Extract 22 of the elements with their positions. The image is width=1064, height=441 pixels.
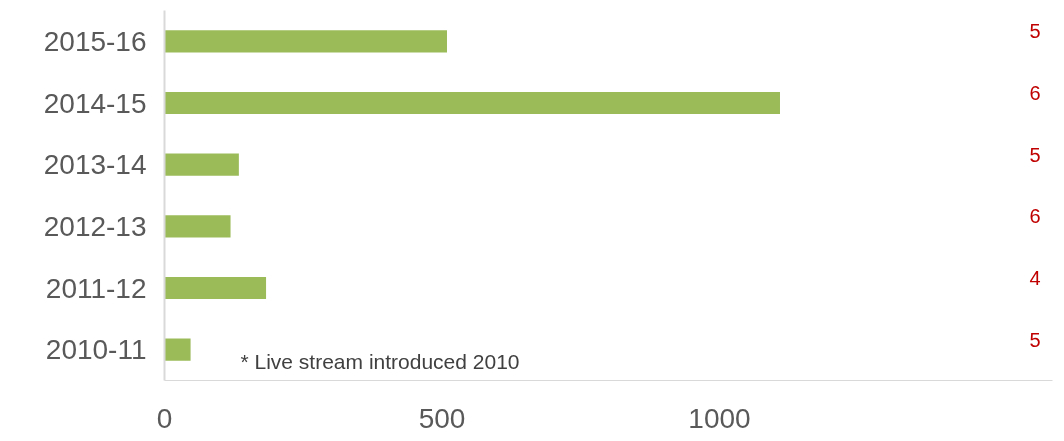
bar — [164, 30, 447, 53]
annotation: 5 — [1029, 143, 1041, 166]
x-tick-label: 500 — [418, 402, 466, 434]
y-tick-label: 2011-12 — [45, 272, 147, 304]
y-tick-label: 2013-14 — [43, 149, 147, 181]
bar — [164, 153, 239, 176]
bar — [164, 276, 267, 300]
annotation: 6 — [1029, 82, 1041, 104]
x-tick-label: 1000 — [688, 402, 751, 434]
annotation: 5 — [1029, 20, 1041, 43]
x-tick-label: 0 — [156, 402, 173, 434]
y-tick-label: 2012-13 — [43, 210, 147, 242]
annotation: 4 — [1029, 267, 1041, 289]
y-tick-label: 2015-16 — [43, 25, 147, 57]
annotation: 6 — [1029, 205, 1041, 228]
y-tick-label: 2014-15 — [43, 87, 147, 119]
bar — [164, 338, 191, 361]
bar — [164, 91, 780, 115]
y-tick-label: 2010-11 — [45, 334, 147, 366]
bar — [164, 215, 231, 238]
annotation: 5 — [1029, 328, 1041, 351]
annotation: * Live stream introduced 2010 — [240, 349, 520, 373]
